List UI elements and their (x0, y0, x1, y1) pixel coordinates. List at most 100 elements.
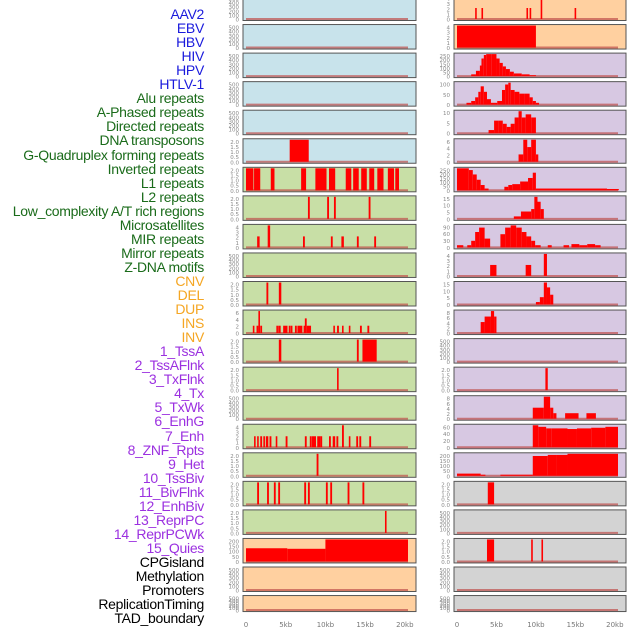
y-tick-label: 100 (229, 413, 240, 419)
x-tick-label: 0 (244, 621, 248, 629)
data-bar (528, 177, 533, 191)
data-bar (505, 69, 510, 77)
y-tick-label: 1.0 (441, 550, 450, 556)
data-bar (550, 407, 554, 419)
data-bar (538, 426, 547, 448)
y-tick-label: 0 (447, 46, 451, 52)
y-tick-label: 200 (229, 124, 240, 130)
y-tick-label: 300 (229, 5, 240, 11)
y-tick-label: 400 (229, 115, 240, 121)
track-label: 8_ZNF_Rpts (127, 441, 205, 458)
data-bar (531, 539, 533, 562)
y-tick-label: 1.5 (441, 545, 450, 551)
y-tick-label: 30 (443, 239, 450, 245)
data-bar (540, 209, 544, 219)
data-bar (567, 453, 618, 476)
data-bar (367, 325, 370, 334)
data-bar (546, 287, 551, 305)
y-tick-label: 0 (447, 246, 451, 252)
data-bar (457, 25, 536, 48)
track-label: 12_EnhBiv (138, 497, 204, 514)
data-bar (320, 436, 323, 448)
track-label: TAD_boundary (114, 610, 204, 627)
y-tick-label: 50 (443, 185, 450, 191)
y-tick-label: 0.5 (441, 384, 450, 390)
data-bar (289, 139, 309, 162)
data-bar (252, 325, 255, 334)
data-bar (347, 482, 350, 505)
track-label: 1_TssA (159, 343, 204, 360)
y-tick-label: 300 (229, 91, 240, 97)
y-tick-label: 2.0 (230, 168, 239, 174)
data-bar (302, 236, 305, 248)
data-bar (529, 97, 533, 105)
data-bar (606, 188, 619, 191)
y-tick-label: 300 (229, 119, 240, 125)
y-tick-label: 0.0 (230, 389, 239, 395)
data-bar (510, 225, 517, 248)
y-tick-label: 0 (447, 274, 451, 280)
data-bar (483, 54, 487, 77)
y-tick-label: 150 (440, 177, 451, 183)
data-bar (304, 482, 307, 505)
track: 0.00.51.01.52.0 (230, 480, 417, 509)
y-tick-label: 4 (447, 147, 451, 153)
track-label: ReplicationTiming (98, 596, 204, 613)
data-bar (330, 236, 333, 248)
data-bar (513, 216, 521, 219)
data-bar (374, 236, 377, 248)
data-bar (472, 174, 477, 191)
y-tick-label: 3 (236, 231, 240, 237)
y-tick-label: 400 (229, 87, 240, 93)
data-bar (523, 139, 528, 162)
track-background (453, 595, 627, 613)
y-tick-label: 90 (443, 225, 450, 231)
y-tick-label: 500 (440, 568, 451, 574)
track: 0.00.51.01.52.0 (441, 537, 627, 566)
y-tick-label: 0 (447, 446, 451, 452)
x-tick-label: 10kb (527, 621, 545, 629)
data-bar (535, 102, 540, 105)
y-tick-label: 100 (229, 550, 240, 556)
data-bar (457, 168, 469, 191)
y-tick-label: 5 (447, 121, 451, 127)
data-bar (307, 482, 310, 505)
data-bar (510, 89, 515, 105)
y-tick-label: 400 (229, 258, 240, 264)
data-bar (546, 428, 552, 448)
track-label: CPGisland (139, 553, 205, 570)
x-tick-label: 5kb (279, 621, 293, 629)
y-tick-label: 10 (443, 204, 450, 210)
data-bar (329, 168, 336, 191)
track-background (242, 366, 417, 393)
y-tick-label: 300 (440, 601, 451, 607)
data-bar (359, 436, 362, 448)
data-bar (490, 311, 495, 334)
track-background (453, 309, 627, 336)
y-tick-label: 4 (447, 321, 451, 327)
data-bar (257, 436, 259, 448)
y-tick-label: 100 (440, 606, 451, 612)
track: 0.00.51.01.52.0 (441, 366, 627, 395)
y-tick-label: 6 (447, 402, 451, 408)
y-tick-label: 15 (443, 283, 450, 289)
data-bar (479, 227, 485, 248)
y-tick-label: 500 (229, 597, 240, 603)
data-bar (531, 240, 536, 248)
y-tick-label: 50 (443, 71, 450, 77)
x-tick-label: 15kb (356, 621, 374, 629)
y-tick-label: 200 (440, 172, 451, 178)
data-bar (475, 232, 480, 248)
data-bar (543, 253, 547, 276)
y-tick-label: 0 (236, 46, 240, 52)
